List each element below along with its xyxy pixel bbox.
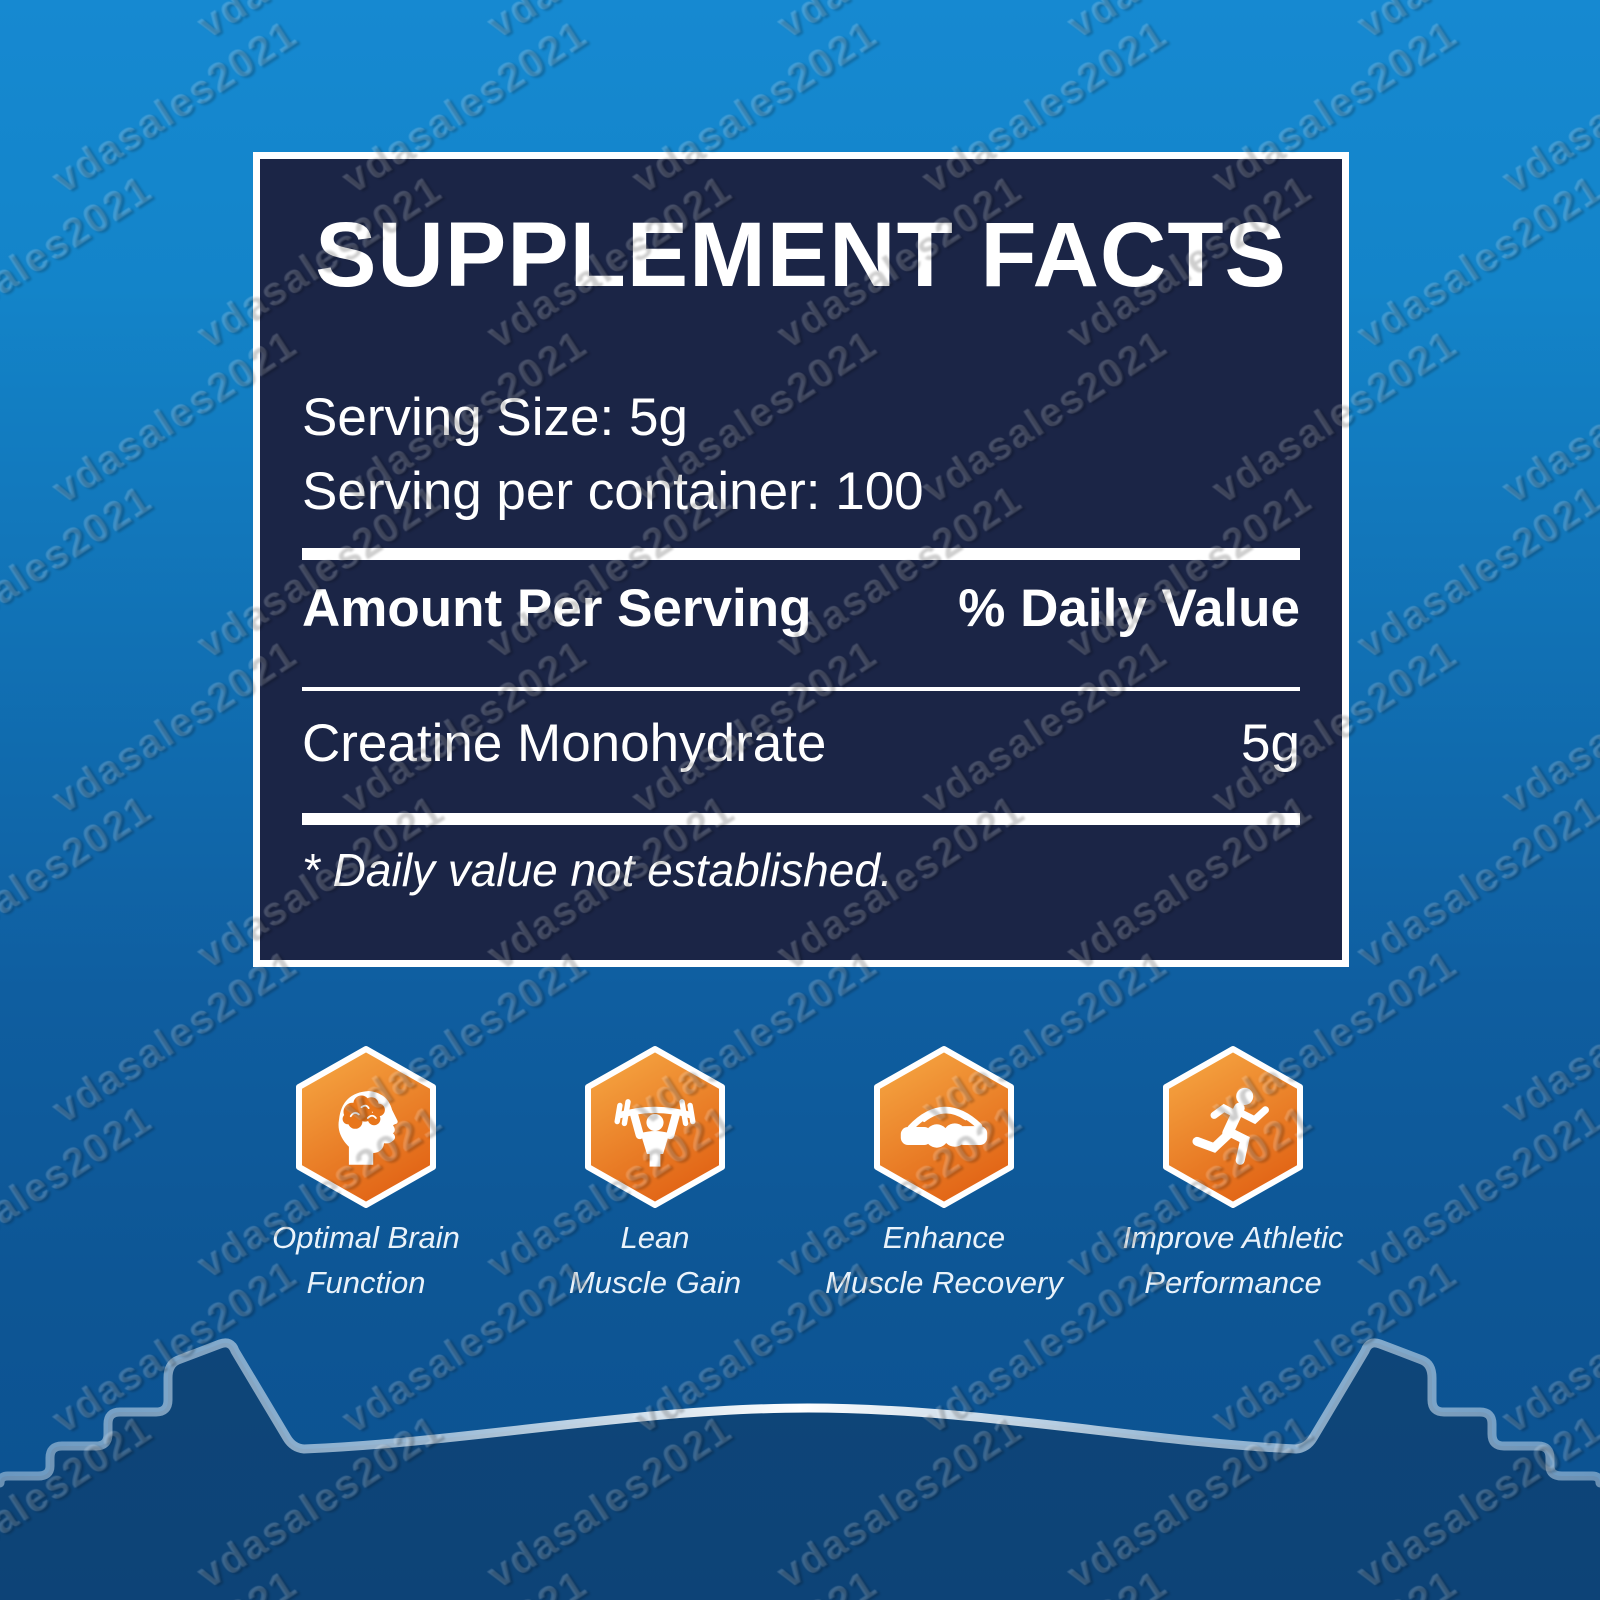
benefit-label: Optimal Brain Function bbox=[272, 1220, 460, 1300]
panel-title: SUPPLEMENT FACTS bbox=[315, 204, 1287, 306]
weight-plate-skyline-path bbox=[0, 1338, 1600, 1600]
divider-thin bbox=[302, 687, 1300, 691]
benefit-item-brain: Optimal Brain Function bbox=[216, 1045, 516, 1305]
benefit-item-muscle-gain: Lean Muscle Gain bbox=[505, 1045, 805, 1305]
knee-recovery-icon bbox=[900, 1106, 988, 1148]
amount-per-serving-header: Amount Per Serving bbox=[302, 579, 812, 638]
runner-icon bbox=[1192, 1087, 1270, 1165]
daily-value-header: % Daily Value bbox=[958, 579, 1300, 638]
benefit-label: Improve Athletic Performance bbox=[1122, 1220, 1344, 1300]
ingredient-name: Creatine Monohydrate bbox=[302, 714, 827, 773]
servings-per-container-text: Serving per container: 100 bbox=[302, 462, 924, 521]
serving-size-text: Serving Size: 5g bbox=[302, 388, 688, 447]
daily-value-footnote: * Daily value not established. bbox=[302, 844, 893, 896]
divider-thick-top bbox=[302, 548, 1300, 560]
ingredient-row: Creatine Monohydrate 5g bbox=[302, 711, 1300, 777]
hexagon-badge bbox=[585, 1046, 725, 1208]
divider-thick-bottom bbox=[302, 813, 1300, 825]
benefit-label: Enhance Muscle Recovery bbox=[825, 1220, 1063, 1300]
brain-icon bbox=[338, 1091, 398, 1165]
skyline-silhouette bbox=[0, 1338, 1600, 1600]
benefits-row: Optimal Brain Function Lean Muscle Gain bbox=[0, 1045, 1600, 1345]
supplement-facts-panel: SUPPLEMENT FACTS Serving Size: 5g Servin… bbox=[253, 152, 1349, 967]
ingredient-amount: 5g bbox=[1241, 714, 1300, 773]
hexagon-badge bbox=[874, 1046, 1014, 1208]
weightlifter-icon bbox=[614, 1099, 696, 1167]
benefit-item-performance: Improve Athletic Performance bbox=[1083, 1045, 1383, 1305]
serving-info: Serving Size: 5g Serving per container: … bbox=[302, 381, 924, 529]
benefit-item-recovery: Enhance Muscle Recovery bbox=[794, 1045, 1094, 1305]
benefit-label: Lean Muscle Gain bbox=[568, 1220, 742, 1300]
hexagon-badge bbox=[1163, 1046, 1303, 1208]
hexagon-badge bbox=[296, 1046, 436, 1208]
column-header-row: Amount Per Serving % Daily Value bbox=[302, 577, 1300, 641]
